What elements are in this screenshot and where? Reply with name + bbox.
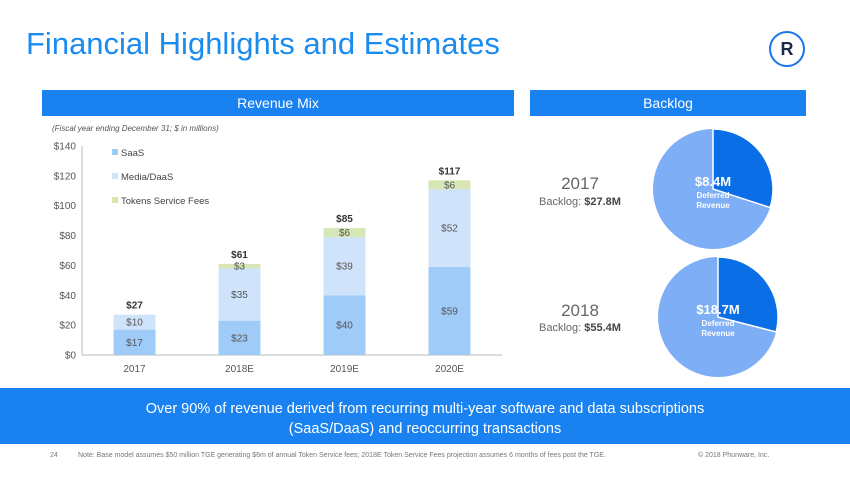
y-tick-label: $60: [59, 261, 76, 272]
backlog-value-2018: Backlog: $55.4M: [525, 322, 635, 334]
y-tick-label: $120: [54, 171, 77, 182]
data-label: $6: [339, 228, 351, 239]
total-label: $85: [336, 214, 353, 225]
backlog-header: Backlog: [530, 90, 806, 116]
bar-segment: [428, 189, 471, 267]
bar-segment: [218, 263, 261, 269]
pie-slice-deferred: [712, 128, 774, 209]
x-tick-label: 2020E: [435, 364, 464, 375]
backlog-year-2018: 2018: [561, 301, 599, 320]
x-tick-label: 2017: [123, 364, 146, 375]
y-tick-label: $40: [59, 291, 76, 302]
pie-slice-deferred: [717, 256, 779, 333]
bar-segment: [428, 180, 471, 190]
fiscal-note: (Fiscal year ending December 31; $ in mi…: [52, 124, 219, 133]
data-label: $35: [231, 290, 248, 301]
backlog-label: Backlog:: [539, 196, 585, 208]
x-tick-label: 2019E: [330, 364, 359, 375]
backlog-amount: $55.4M: [584, 322, 621, 334]
data-label: $10: [126, 318, 143, 329]
deferred-label: Deferred: [697, 191, 730, 200]
legend-swatch: [112, 173, 118, 179]
bar-segment: [323, 295, 366, 355]
page-number: 24: [50, 452, 58, 459]
backlog-amount: $27.8M: [584, 196, 621, 208]
legend-label: Media/DaaS: [121, 172, 173, 183]
bar-segment: [218, 268, 261, 321]
data-label: $39: [336, 262, 353, 273]
deferred-value: $18.7M: [696, 302, 739, 317]
summary-line-2: (SaaS/DaaS) and reoccurring transactions: [288, 421, 562, 437]
data-label: $6: [444, 180, 456, 191]
backlog-value-2017: Backlog: $27.8M: [525, 196, 635, 208]
footnote: Note: Base model assumes $50 million TGE…: [78, 452, 606, 459]
bar-segment: [113, 329, 156, 355]
legend-label: Tokens Service Fees: [121, 196, 209, 207]
data-label: $40: [336, 321, 353, 332]
deferred-label: Revenue: [701, 329, 735, 338]
backlog-pies: $8.4MDeferredRevenue$18.7MDeferredRevenu…: [653, 128, 779, 377]
y-tick-label: $100: [54, 201, 77, 212]
bar-segment: [218, 320, 261, 355]
deferred-label: Revenue: [696, 201, 730, 210]
bar-segment: [428, 266, 471, 355]
total-label: $61: [231, 250, 248, 261]
phunware-logo: R: [769, 31, 805, 67]
total-label: $27: [126, 301, 143, 312]
revenue-mix-chart: $0 $20 $40 $60 $80 $100 $120 $140 2017 $17 $10 $27 2…: [54, 142, 502, 375]
bar-segment: [323, 228, 366, 238]
y-tick-label: $0: [65, 351, 77, 362]
deferred-label: Deferred: [702, 319, 735, 328]
data-label: $52: [441, 224, 458, 235]
data-label: $17: [126, 338, 143, 349]
x-tick-label: 2018E: [225, 364, 254, 375]
copyright: © 2018 Phunware, Inc.: [698, 452, 770, 459]
total-label: $117: [439, 166, 461, 177]
y-tick-label: $80: [59, 231, 76, 242]
legend-swatch: [112, 149, 118, 155]
bar-segment: [113, 314, 156, 330]
summary-banner: Over 90% of revenue derived from recurri…: [0, 388, 850, 444]
data-label: $23: [231, 333, 248, 344]
legend-label: SaaS: [121, 148, 144, 159]
data-label: $59: [441, 306, 458, 317]
bar-segment: [323, 237, 366, 296]
backlog-year-2017: 2017: [561, 174, 599, 193]
data-label: $3: [234, 262, 246, 273]
backlog-label: Backlog:: [539, 322, 585, 334]
summary-line-1: Over 90% of revenue derived from recurri…: [145, 401, 705, 417]
page-title: Financial Highlights and Estimates: [26, 26, 500, 61]
legend-swatch: [112, 197, 118, 203]
revenue-mix-header: Revenue Mix: [42, 90, 514, 116]
y-tick-label: $20: [59, 321, 76, 332]
y-tick-label: $140: [54, 142, 77, 153]
deferred-value: $8.4M: [695, 174, 731, 189]
